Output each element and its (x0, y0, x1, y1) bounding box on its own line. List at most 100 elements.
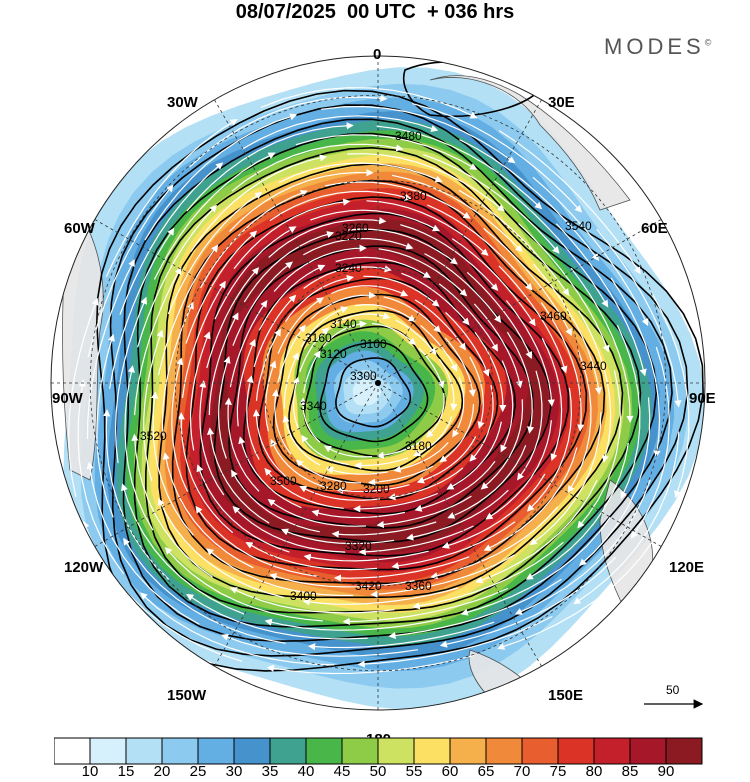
streamline (303, 265, 392, 289)
streamline (460, 516, 611, 616)
streamline (241, 115, 439, 150)
streamline (196, 464, 290, 553)
streamline (518, 223, 610, 353)
streamline (268, 217, 387, 258)
height-contour (319, 341, 429, 443)
streamline (143, 329, 164, 482)
wind-streamlines (68, 87, 690, 675)
streamline (333, 312, 391, 325)
streamline (331, 285, 409, 297)
streamline (171, 357, 189, 492)
streamline (358, 525, 474, 556)
streamline (652, 294, 690, 499)
streamline (441, 473, 546, 549)
contour-label: 3480 (395, 129, 422, 143)
height-contour (185, 196, 588, 571)
longitude-label: 120E (669, 559, 705, 576)
streamline (474, 331, 507, 413)
colorbar-tick: 35 (261, 763, 279, 780)
contour-label: 3240 (335, 261, 362, 275)
pole-marker (375, 380, 381, 386)
contour-label: 3540 (565, 219, 592, 233)
streamline (439, 556, 617, 648)
meridian (214, 382, 379, 667)
streamline (260, 87, 478, 119)
colorbar-tick: 20 (153, 763, 171, 780)
streamline (354, 457, 409, 470)
streamline (610, 277, 661, 458)
contour-label: 3300 (350, 369, 377, 383)
streamline (363, 275, 440, 307)
streamline (299, 485, 380, 501)
streamline (269, 573, 415, 588)
colorbar-swatch (305, 737, 343, 765)
streamline (335, 256, 431, 279)
streamline (186, 593, 368, 640)
streamline (357, 615, 553, 668)
streamline (444, 337, 476, 397)
streamline (424, 253, 502, 323)
meridian (94, 382, 379, 547)
streamline (134, 267, 182, 416)
streamline (452, 377, 465, 438)
streamline (353, 492, 438, 513)
colorbar-swatch (665, 737, 703, 765)
streamline (532, 176, 649, 327)
streamline (577, 370, 622, 529)
streamline (282, 414, 321, 466)
streamline (483, 447, 578, 551)
reference-vector-label: 50 (666, 683, 680, 697)
streamline (406, 489, 509, 541)
streamline (105, 118, 238, 278)
streamline (311, 509, 406, 519)
streamline (271, 389, 292, 455)
copyright-mark: © (704, 37, 712, 48)
height-contour (199, 212, 570, 557)
contour-label: 3220 (335, 229, 362, 243)
streamline (295, 134, 478, 170)
streamline (529, 412, 602, 546)
colorbar-swatch (521, 737, 559, 765)
colorbar-tick: 70 (513, 763, 531, 780)
colorbar-swatch (593, 737, 631, 765)
streamline (322, 320, 367, 347)
height-contour (242, 261, 517, 515)
colorbar-tick: 10 (81, 763, 99, 780)
streamline (264, 467, 344, 509)
contour-label: 3460 (540, 309, 567, 323)
streamline (252, 409, 292, 482)
streamline (420, 325, 457, 372)
longitude-label: 150W (167, 687, 207, 704)
streamline (236, 338, 256, 427)
contour-label: 3140 (330, 317, 357, 331)
streamline (413, 416, 453, 457)
streamline (123, 537, 286, 644)
colorbar-swatch (449, 737, 487, 765)
streamline (264, 360, 277, 432)
streamline (153, 152, 276, 280)
streamline (616, 324, 641, 499)
longitude-label: 90E (689, 390, 716, 407)
colorbar-tick: 90 (657, 763, 675, 780)
colorbar-swatch (161, 737, 199, 765)
streamline (87, 184, 174, 358)
streamline (303, 350, 321, 394)
colorbar-swatch (413, 737, 451, 765)
streamline (578, 310, 612, 463)
latitude-circle (89, 94, 667, 672)
streamline (469, 356, 485, 429)
height-contour (158, 163, 624, 599)
colorbar-tick: 85 (621, 763, 639, 780)
streamline (447, 445, 527, 519)
meridian (377, 382, 542, 667)
contour-label: 3100 (360, 337, 387, 351)
streamline (303, 237, 414, 256)
streamline (395, 319, 437, 356)
colorbar-swatch (197, 737, 235, 765)
colorbar-tick: 75 (549, 763, 567, 780)
streamline (336, 484, 410, 495)
streamline (278, 162, 443, 183)
streamline (497, 520, 666, 650)
streamline (445, 311, 490, 377)
streamline (280, 528, 395, 545)
